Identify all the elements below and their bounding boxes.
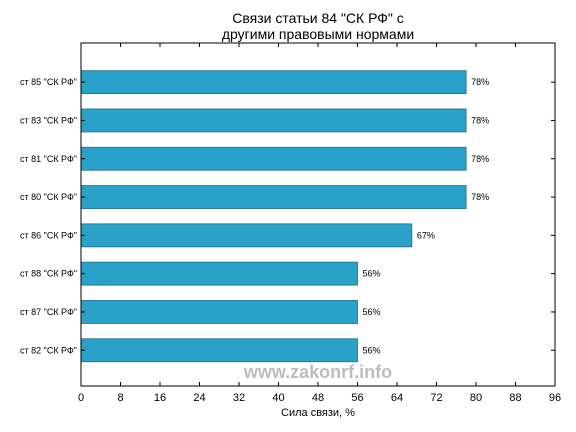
plot-area-frame [80, 42, 556, 387]
bar-value-label: 78% [471, 77, 489, 87]
bar [80, 146, 467, 171]
chart-title-line-1: Связи статьи 84 "СК РФ" с [232, 10, 404, 26]
category-label: ст 83 "СК РФ" [20, 115, 77, 125]
category-label: ст 87 "СК РФ" [20, 307, 77, 317]
x-tick-label: 88 [509, 392, 521, 404]
x-tick-label: 16 [154, 392, 166, 404]
bars-layer: 78% 78% 78% 78% 67% 56% 56% 56% [80, 70, 489, 363]
x-tick-label: 32 [233, 392, 245, 404]
watermark: www.zakonrf.info [243, 362, 392, 382]
bar [80, 223, 413, 248]
x-tick-label: 0 [78, 392, 84, 404]
x-tick-label: 80 [470, 392, 482, 404]
x-tick-label: 96 [549, 392, 561, 404]
axis-layer: ст 85 "СК РФ" ст 83 "СК РФ" ст 81 "СК РФ" с… [20, 43, 561, 404]
category-label: ст 80 "СК РФ" [20, 192, 77, 202]
bar-value-label: 78% [471, 192, 489, 202]
category-label: ст 82 "СК РФ" [20, 345, 77, 355]
bar-value-label: 56% [363, 345, 381, 355]
category-label: ст 85 "СК РФ" [20, 77, 77, 87]
x-tick-label: 40 [272, 392, 284, 404]
chart-title-line-2: другими правовыми нормами [222, 26, 414, 42]
x-tick-label: 64 [391, 392, 403, 404]
x-tick-label: 56 [351, 392, 363, 404]
bar [80, 185, 467, 209]
category-label: ст 81 "СК РФ" [20, 154, 77, 164]
category-label: ст 88 "СК РФ" [20, 269, 77, 279]
bar [80, 261, 358, 286]
bar-value-label: 78% [471, 115, 489, 125]
category-label: ст 86 "СК РФ" [20, 230, 77, 240]
bar-value-label: 67% [417, 230, 435, 240]
x-tick-label: 72 [430, 392, 442, 404]
x-tick-label: 24 [193, 392, 205, 404]
x-tick-label: 8 [117, 392, 123, 404]
x-axis-label: Сила связи, % [281, 407, 355, 419]
bar-value-label: 56% [363, 307, 381, 317]
bar [80, 108, 467, 133]
bar [80, 300, 358, 324]
bar [80, 70, 467, 95]
bar-value-label: 78% [471, 154, 489, 164]
bar [80, 338, 358, 363]
x-tick-label: 48 [312, 392, 324, 404]
bar-value-label: 56% [363, 269, 381, 279]
